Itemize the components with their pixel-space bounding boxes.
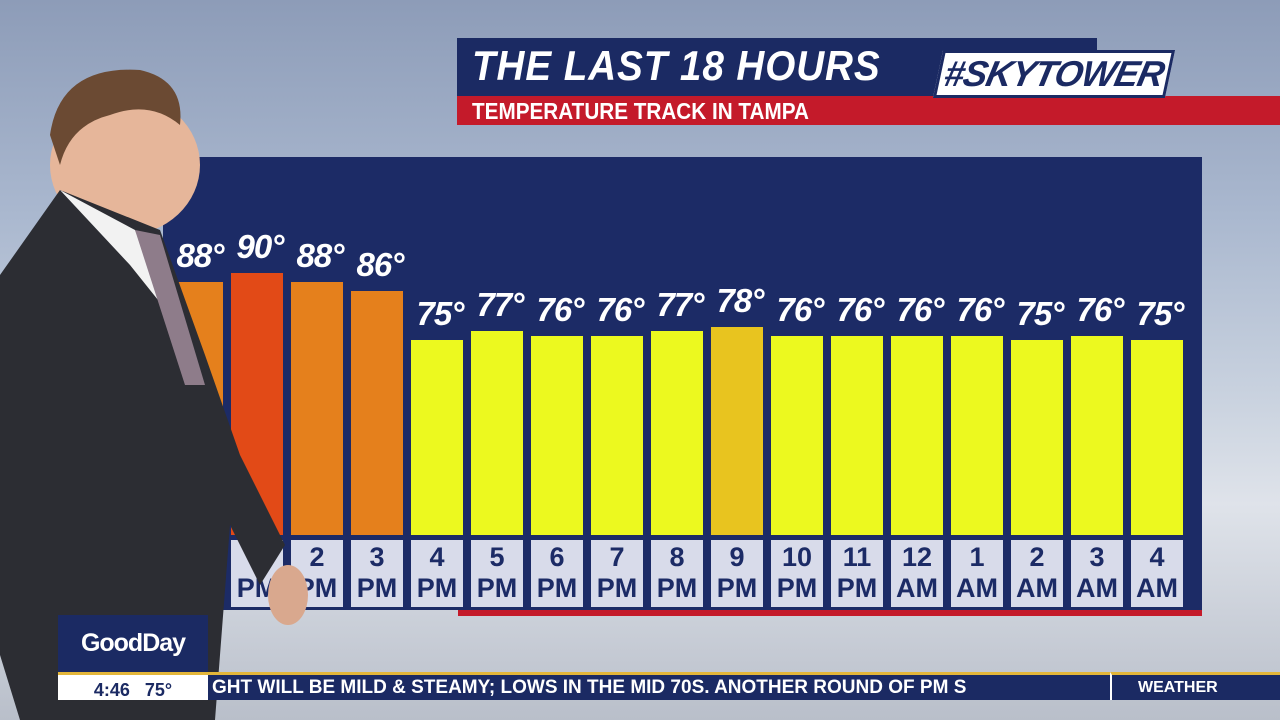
tick-hour: 4 xyxy=(1149,542,1165,572)
x-tick-label: 1 AM xyxy=(951,540,1003,607)
x-tick-label: 3 AM xyxy=(1071,540,1123,607)
tick-ampm: PM xyxy=(656,573,698,603)
value-label: 88° xyxy=(176,236,225,274)
tick-ampm: PM xyxy=(836,573,878,603)
value-label: 77° xyxy=(476,286,525,324)
tick-hour: 3 xyxy=(369,542,385,572)
x-tick-label: 12 AM xyxy=(891,540,943,607)
tick-ampm: PM xyxy=(596,573,638,603)
tick-hour: 6 xyxy=(549,542,565,572)
tick-ampm: AM xyxy=(1016,573,1058,603)
value-label: 76° xyxy=(956,290,1005,328)
tick-hour: 9 xyxy=(729,542,745,572)
value-label: 86° xyxy=(356,245,405,283)
bar xyxy=(1011,340,1063,535)
x-tick-label: 9 PM xyxy=(711,540,763,607)
value-label: 76° xyxy=(836,290,885,328)
tick-hour: 11 xyxy=(842,542,872,572)
value-label: 76° xyxy=(596,290,645,328)
value-label: 75° xyxy=(1136,295,1185,332)
tick-hour: 7 xyxy=(609,542,625,572)
tick-ampm: PM xyxy=(716,573,758,603)
news-ticker: GHT WILL BE MILD & STEAMY; LOWS IN THE M… xyxy=(208,672,1110,700)
x-tick-label: 4 PM xyxy=(411,540,463,607)
x-tick-label: 7 PM xyxy=(591,540,643,607)
tick-hour: 8 xyxy=(669,542,685,572)
chart-subtitle: TEMPERATURE TRACK IN TAMPA xyxy=(472,98,809,124)
bar xyxy=(831,335,883,535)
tick-hour: 4 xyxy=(429,542,445,572)
bar xyxy=(1071,335,1123,535)
x-tick-label: 8 PM xyxy=(651,540,703,607)
value-label: 75° xyxy=(416,295,465,332)
bar xyxy=(711,326,763,535)
bar xyxy=(351,290,403,535)
skytower-logo: #SKYTOWER xyxy=(932,50,1176,98)
tick-ampm: PM xyxy=(356,573,398,603)
value-label: 75° xyxy=(1016,295,1065,332)
x-tick-label: 10 PM xyxy=(771,540,823,607)
tick-hour: 10 xyxy=(781,542,813,572)
time-temp-box: 4:46 75° xyxy=(58,672,208,700)
tick-ampm: AM xyxy=(1136,573,1178,603)
value-label: 77° xyxy=(656,286,705,324)
bar xyxy=(951,335,1003,535)
bar xyxy=(891,335,943,535)
x-tick-label: 2 AM xyxy=(1011,540,1063,607)
x-tick-label: 5 PM xyxy=(471,540,523,607)
tick-hour: 2 xyxy=(309,542,325,572)
tick-ampm: PM xyxy=(416,573,458,603)
ticker-section-label: WEATHER xyxy=(1110,672,1280,700)
tick-ampm: PM xyxy=(776,573,818,603)
tick-ampm: PM xyxy=(536,573,578,603)
value-label: 76° xyxy=(536,290,585,328)
tick-hour: 5 xyxy=(489,542,505,572)
value-label: 90° xyxy=(236,227,285,265)
bar xyxy=(591,335,643,535)
bar xyxy=(291,281,343,535)
subtitle-banner xyxy=(457,96,1280,125)
tick-ampm: AM xyxy=(956,573,998,603)
tick-hour: 3 xyxy=(1089,542,1105,572)
tick-hour: 1 xyxy=(969,542,985,572)
show-logo: GoodDay xyxy=(58,615,208,672)
tick-ampm: AM xyxy=(1076,573,1118,603)
clock-time: 4:46 xyxy=(93,680,130,700)
panel-red-line xyxy=(458,610,1202,616)
value-label: 76° xyxy=(896,290,945,328)
value-label: 88° xyxy=(296,236,345,274)
bar xyxy=(771,335,823,535)
tick-ampm: AM xyxy=(896,573,938,603)
bar xyxy=(651,331,703,535)
bar xyxy=(531,335,583,535)
value-label: 76° xyxy=(1076,290,1125,328)
value-label: 76° xyxy=(776,290,825,328)
logo-text: #SKYTOWER xyxy=(940,53,1168,94)
bar xyxy=(471,331,523,535)
chart-title: THE LAST 18 HOURS xyxy=(472,42,881,89)
x-tick-label: 6 PM xyxy=(531,540,583,607)
tick-hour: 12 xyxy=(901,542,933,572)
x-tick-label: 3 PM xyxy=(351,540,403,607)
x-tick-label: 4 AM xyxy=(1131,540,1183,607)
bar xyxy=(1131,340,1183,535)
tick-hour: 2 xyxy=(1029,542,1045,572)
bar xyxy=(411,340,463,535)
current-temp: 75° xyxy=(144,680,173,700)
presenter xyxy=(0,69,308,720)
value-label: 78° xyxy=(716,281,765,319)
x-tick-label: 11 PM xyxy=(831,540,883,607)
tick-ampm: PM xyxy=(476,573,518,603)
